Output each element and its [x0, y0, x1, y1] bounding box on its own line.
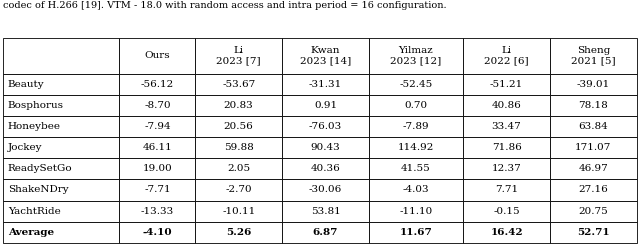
Text: Sheng
2021 [5]: Sheng 2021 [5] — [571, 46, 616, 65]
Text: -8.70: -8.70 — [144, 101, 171, 110]
Text: 2.05: 2.05 — [227, 164, 250, 173]
Text: codec of H.266 [19]. VTM - 18.0 with random access and intra period = 16 configu: codec of H.266 [19]. VTM - 18.0 with ran… — [3, 1, 447, 10]
Text: 20.56: 20.56 — [224, 122, 253, 131]
Text: -39.01: -39.01 — [577, 80, 610, 89]
Text: -7.94: -7.94 — [144, 122, 171, 131]
Text: -2.70: -2.70 — [225, 185, 252, 194]
Text: 33.47: 33.47 — [492, 122, 522, 131]
Text: 40.36: 40.36 — [310, 164, 340, 173]
Text: -7.71: -7.71 — [144, 185, 171, 194]
Text: Jockey: Jockey — [8, 143, 42, 152]
Text: -13.33: -13.33 — [141, 207, 174, 216]
Text: -76.03: -76.03 — [309, 122, 342, 131]
Text: Average: Average — [8, 228, 54, 237]
Text: Beauty: Beauty — [8, 80, 44, 89]
Text: 41.55: 41.55 — [401, 164, 431, 173]
Text: -0.15: -0.15 — [493, 207, 520, 216]
Text: Li
2022 [6]: Li 2022 [6] — [484, 46, 529, 65]
Text: Honeybee: Honeybee — [8, 122, 61, 131]
Text: 16.42: 16.42 — [490, 228, 523, 237]
Text: -31.31: -31.31 — [309, 80, 342, 89]
Text: 40.86: 40.86 — [492, 101, 522, 110]
Text: 11.67: 11.67 — [399, 228, 433, 237]
Text: 0.70: 0.70 — [404, 101, 428, 110]
Text: -53.67: -53.67 — [222, 80, 255, 89]
Text: 59.88: 59.88 — [224, 143, 253, 152]
Text: -4.03: -4.03 — [403, 185, 429, 194]
Text: YachtRide: YachtRide — [8, 207, 60, 216]
Text: 52.71: 52.71 — [577, 228, 610, 237]
Text: ReadySetGo: ReadySetGo — [8, 164, 72, 173]
Text: 71.86: 71.86 — [492, 143, 522, 152]
Text: Bosphorus: Bosphorus — [8, 101, 64, 110]
Text: 20.83: 20.83 — [224, 101, 253, 110]
Text: 46.97: 46.97 — [579, 164, 608, 173]
Text: 114.92: 114.92 — [398, 143, 434, 152]
Text: -11.10: -11.10 — [399, 207, 433, 216]
Text: 27.16: 27.16 — [579, 185, 608, 194]
Text: 19.00: 19.00 — [143, 164, 172, 173]
Text: -7.89: -7.89 — [403, 122, 429, 131]
Text: Yilmaz
2023 [12]: Yilmaz 2023 [12] — [390, 46, 442, 65]
Text: 53.81: 53.81 — [310, 207, 340, 216]
Text: Li
2023 [7]: Li 2023 [7] — [216, 46, 261, 65]
Text: Ours: Ours — [145, 51, 170, 60]
Text: -30.06: -30.06 — [309, 185, 342, 194]
Text: 5.26: 5.26 — [226, 228, 252, 237]
Text: 46.11: 46.11 — [143, 143, 172, 152]
Text: 90.43: 90.43 — [310, 143, 340, 152]
Text: 78.18: 78.18 — [579, 101, 608, 110]
Text: 7.71: 7.71 — [495, 185, 518, 194]
Text: 12.37: 12.37 — [492, 164, 522, 173]
Text: -56.12: -56.12 — [141, 80, 174, 89]
Text: -4.10: -4.10 — [143, 228, 172, 237]
Text: -51.21: -51.21 — [490, 80, 523, 89]
Text: -10.11: -10.11 — [222, 207, 255, 216]
Text: -52.45: -52.45 — [399, 80, 433, 89]
Text: 171.07: 171.07 — [575, 143, 612, 152]
Text: 0.91: 0.91 — [314, 101, 337, 110]
Text: 20.75: 20.75 — [579, 207, 608, 216]
Text: 63.84: 63.84 — [579, 122, 608, 131]
Text: Kwan
2023 [14]: Kwan 2023 [14] — [300, 46, 351, 65]
Text: ShakeNDry: ShakeNDry — [8, 185, 68, 194]
Text: 6.87: 6.87 — [313, 228, 338, 237]
